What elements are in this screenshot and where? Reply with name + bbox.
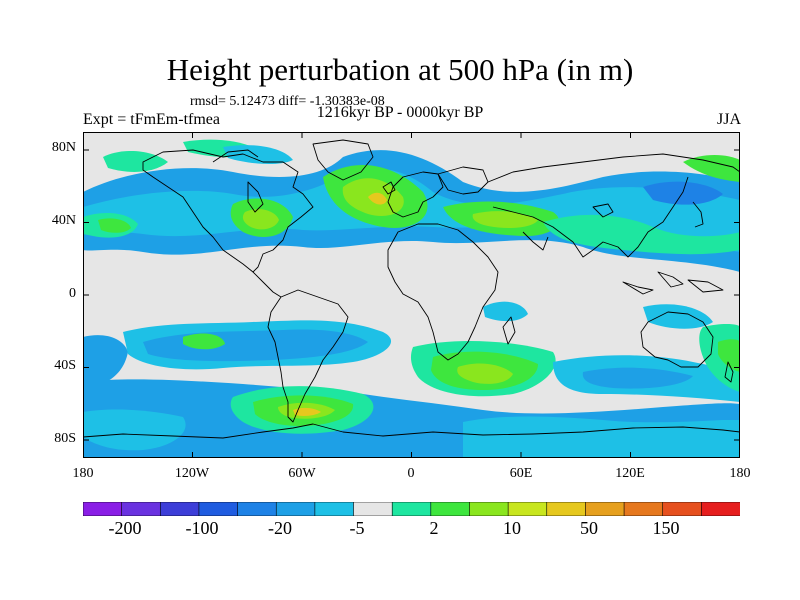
colorbar-swatch [585,502,625,516]
lon-tick-label: 180 [72,466,94,481]
lon-tick-label: 60W [288,466,316,481]
colorbar-swatch [353,502,393,516]
lon-tick-label: 0 [407,466,415,481]
colorbar-swatch [430,502,471,516]
colorbar-label: -20 [268,518,292,538]
lon-tick-label: 120E [615,466,645,481]
colorbar-swatch [469,502,509,516]
plot-title: Height perturbation at 500 hPa (in m) [166,52,634,87]
period-subtitle: 1216kyr BP - 0000kyr BP [316,104,484,121]
experiment-label: Expt = tFmEm-tfmea [83,111,220,128]
colorbar-swatch [701,502,740,516]
lon-tick-label: 120W [174,466,210,481]
colorbar-label: -100 [185,518,219,538]
colorbar-label: -5 [349,518,365,538]
map-panel [83,132,740,458]
colorbar-swatch [662,502,702,516]
lat-tick-label: 0 [69,286,76,301]
colorbar-label: 10 [503,518,521,538]
colorbar-swatch [546,502,587,516]
colorbar-swatch [275,502,316,516]
rmsd-annotation: rmsd= 5.12473 diff= -1.30383e-08 [190,94,385,109]
lon-tick-label: 180 [729,466,751,481]
colorbar-label: 150 [652,518,680,538]
colorbar-label: 2 [429,518,439,538]
colorbar-swatch [83,502,123,516]
season-label: JJA [717,111,742,128]
coastlines [83,139,740,439]
colorbar-swatch [237,502,277,516]
colorbar-swatch [391,502,432,516]
lon-tick-label: 60E [509,466,533,481]
lat-tick-label: 40N [51,213,76,228]
colorbar-swatch [159,502,200,516]
lat-tick-label: 80N [51,140,76,155]
colorbar-swatch [507,502,548,516]
lat-tick-label: 40S [54,358,76,373]
colorbar-label: 50 [580,518,598,538]
tick-marks [83,132,740,458]
colorbar-swatch [121,502,161,516]
colorbar-label: -200 [108,518,142,538]
colorbar-swatch [314,502,355,516]
colorbar-swatch [623,502,664,516]
lat-tick-label: 80S [54,431,76,446]
colorbar-swatch [198,502,239,516]
contour-field [83,132,740,458]
colorbar [83,502,740,516]
